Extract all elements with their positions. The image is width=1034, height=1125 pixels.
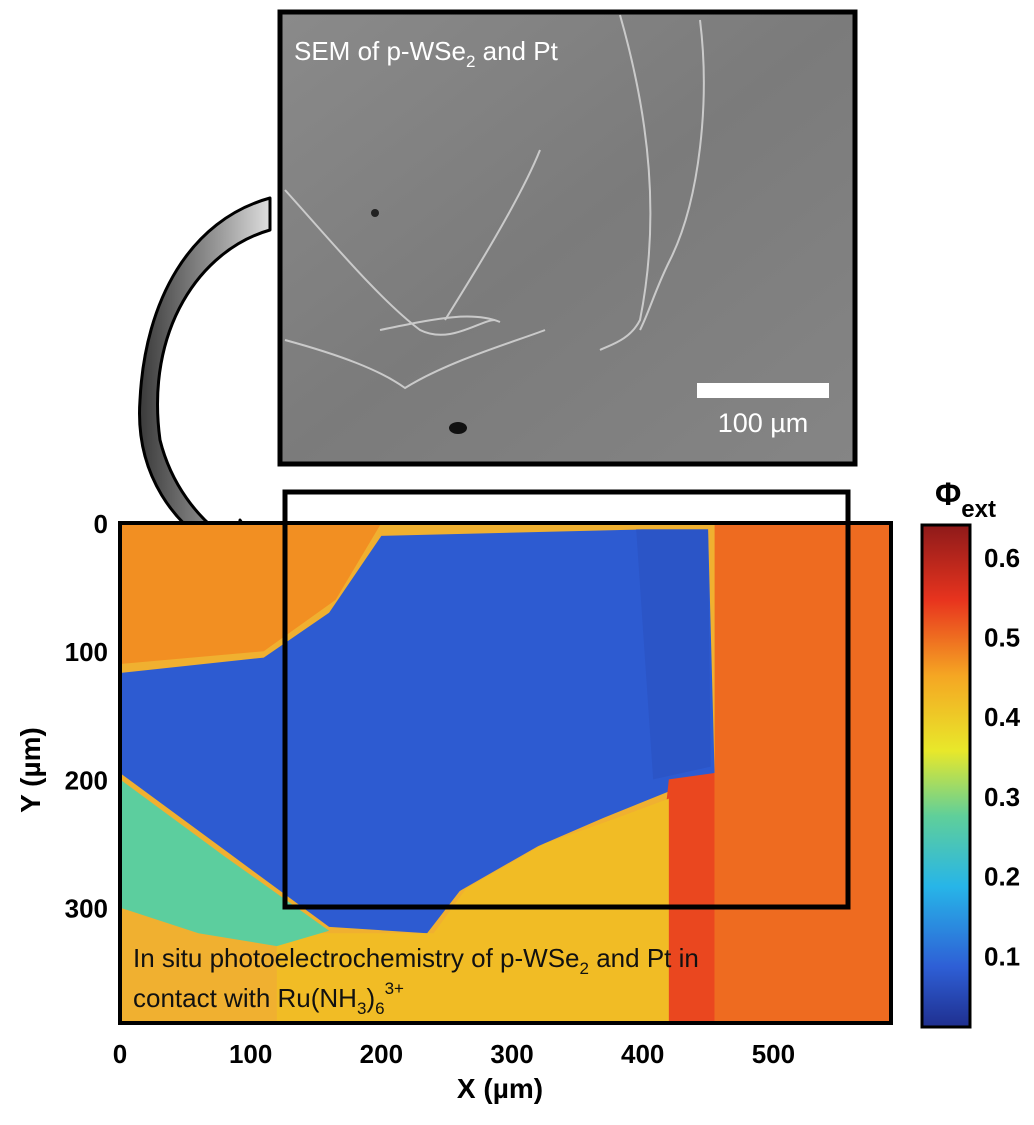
sem-region-box	[282, 489, 851, 910]
scale-bar	[697, 383, 829, 398]
caption-line-1: In situ photoelectrochemistry of p-WSe2 …	[133, 943, 699, 978]
heatmap-regions	[120, 523, 891, 1023]
colorbar-tick-label: 0.5	[984, 623, 1020, 653]
heatmap-region-6	[276, 798, 669, 1023]
sem-features	[284, 14, 705, 390]
heatmap-frame	[118, 521, 893, 1025]
sem-title: SEM of p-WSe2 and Pt	[294, 36, 559, 71]
caption-line-2: contact with Ru(NH3)63+	[133, 979, 404, 1018]
x-ticks: 0 100 200 300 400 500	[113, 1039, 795, 1069]
x-tick-label: 0	[113, 1039, 127, 1069]
sem-dark-spot	[371, 209, 379, 217]
x-tick-label: 100	[229, 1039, 272, 1069]
y-tick-label: 100	[65, 637, 108, 667]
colorbar-tick-label: 0.2	[984, 862, 1020, 892]
sem-panel: SEM of p-WSe2 and Pt 100 µm	[277, 9, 858, 467]
x-tick-label: 200	[360, 1039, 403, 1069]
heatmap: 0 100 200 300 400 500 0 100 200 300 X (µm) Y (µm…	[15, 509, 893, 1104]
y-tick-label: 200	[65, 765, 108, 795]
scale-bar-label: 100 µm	[718, 408, 809, 438]
colorbar-tick-label: 0.4	[984, 702, 1021, 732]
x-axis-label: X (µm)	[457, 1073, 543, 1104]
x-tick-label: 300	[490, 1039, 533, 1069]
y-tick-label: 0	[94, 509, 108, 539]
x-tick-label: 500	[752, 1039, 795, 1069]
heatmap-region-1	[120, 529, 715, 934]
colorbar-label: Φext	[935, 476, 996, 523]
x-tick-label: 400	[621, 1039, 664, 1069]
colorbar-tick-label: 0.6	[984, 543, 1020, 573]
y-axis-label: Y (µm)	[15, 727, 46, 813]
sem-dark-spot	[449, 422, 467, 434]
caption: In situ photoelectrochemistry of p-WSe2 …	[133, 943, 699, 1018]
heatmap-region-7	[120, 779, 330, 947]
colorbar-ticks: 0.1 0.2 0.3 0.4 0.5 0.6	[984, 543, 1021, 971]
heatmap-region-5	[120, 523, 382, 665]
y-ticks: 0 100 200 300	[65, 509, 108, 924]
heatmap-region-3	[714, 523, 891, 1023]
colorbar-gradient	[920, 523, 972, 1029]
y-tick-label: 300	[65, 894, 108, 924]
colorbar: Φext 0.1 0.2 0.3 0.4 0.5 0.6	[920, 476, 1021, 1029]
colorbar-tick-label: 0.3	[984, 782, 1020, 812]
colorbar-tick-label: 0.1	[984, 941, 1020, 971]
heatmap-region-2	[636, 529, 711, 780]
